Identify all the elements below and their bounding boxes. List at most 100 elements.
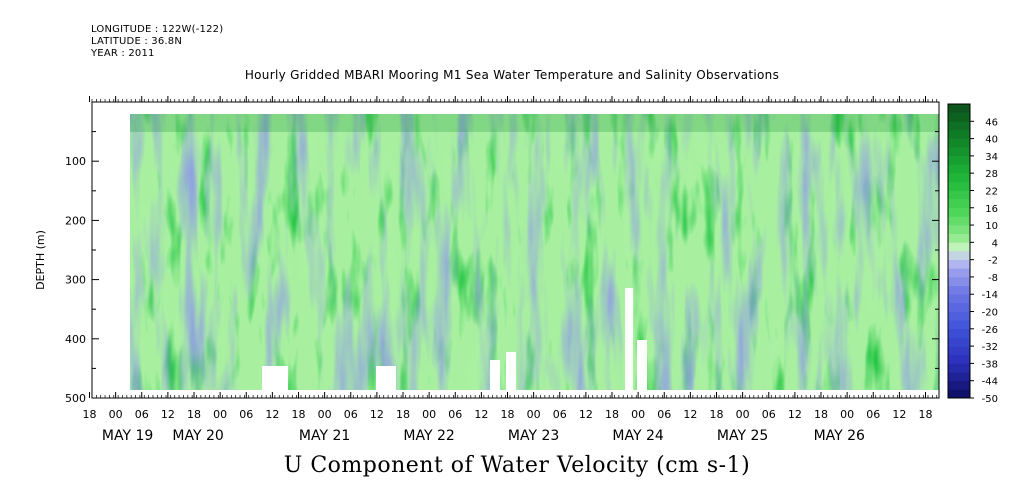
colorbar-step (948, 129, 970, 139)
x-hour-label: 06 (866, 408, 880, 421)
colorbar-label: -8 (988, 273, 998, 284)
colorbar-label: 46 (985, 117, 998, 128)
colorbar-step (948, 285, 970, 295)
x-hour-label: 00 (213, 408, 227, 421)
x-hour-label: 18 (710, 408, 724, 421)
colorbar: 46 40 34 28 22 16 10 4 -2 -8 -14 -20 -26 -32 -38 -44 -50 (947, 103, 998, 405)
x-date-label: MAY 25 (717, 428, 768, 444)
y-tick-labels: 100 200 300 400 500 DEPTH (m) (34, 155, 86, 405)
x-date-label: MAY 26 (814, 428, 865, 444)
colorbar-label: -14 (982, 290, 998, 301)
colorbar-label: 4 (992, 238, 998, 249)
y-tick-label: 200 (65, 214, 86, 227)
colorbar-step (948, 233, 970, 243)
colorbar-label: -38 (982, 359, 998, 370)
colorbar-step (948, 311, 970, 321)
colorbar-step (948, 320, 970, 330)
y-axis-label: DEPTH (m) (34, 230, 47, 290)
colorbar-label: 34 (985, 152, 998, 163)
field-pale-patches (130, 114, 939, 390)
colorbar-label: 10 (985, 221, 998, 232)
x-hour-label: 12 (370, 408, 384, 421)
longitude-label: LONGITUDE : 122W(-122) (91, 24, 224, 35)
colorbar-step (948, 259, 970, 269)
missing-data-gap (376, 366, 396, 390)
x-hour-label: 00 (318, 408, 332, 421)
colorbar-step (948, 112, 970, 122)
colorbar-step (948, 207, 970, 217)
x-hour-label: 00 (422, 408, 436, 421)
colorbar-step (948, 173, 970, 183)
velocity-field (130, 114, 939, 390)
x-hour-label: 12 (474, 408, 488, 421)
x-hour-label: 12 (788, 408, 802, 421)
colorbar-frame (947, 103, 971, 399)
x-hour-label: 18 (605, 408, 619, 421)
colorbar-step (948, 138, 970, 148)
colorbar-step (948, 380, 970, 390)
colorbar-step (948, 251, 970, 260)
colorbar-step (948, 104, 970, 113)
colorbar-label: -44 (982, 377, 998, 388)
y-tick-label: 300 (65, 274, 86, 287)
colorbar-step (948, 147, 970, 157)
colorbar-label: 28 (985, 169, 998, 180)
x-hour-label: 12 (161, 408, 175, 421)
x-hour-label: 18 (187, 408, 201, 421)
x-hour-label: 12 (683, 408, 697, 421)
x-hour-label: 06 (553, 408, 567, 421)
x-hour-label: 18 (501, 408, 515, 421)
x-hour-label: 06 (448, 408, 462, 421)
x-hour-label: 18 (292, 408, 306, 421)
colorbar-step (948, 302, 970, 312)
colorbar-step (948, 363, 970, 373)
x-hour-label: 00 (527, 408, 541, 421)
latitude-label: LATITUDE : 36.8N (91, 36, 183, 47)
colorbar-step (948, 328, 970, 338)
colorbar-step (948, 155, 970, 165)
plot-axes (89, 96, 940, 399)
colorbar-step (948, 164, 970, 174)
colorbar-step (948, 346, 970, 356)
colorbar-step (948, 268, 970, 278)
y-tick-label: 500 (65, 392, 86, 405)
colorbar-step (948, 216, 970, 226)
x-hour-label: 12 (265, 408, 279, 421)
x-hour-label: 00 (109, 408, 123, 421)
x-hour-label: 06 (135, 408, 149, 421)
x-hour-label: 06 (657, 408, 671, 421)
year-label: YEAR : 2011 (91, 48, 155, 59)
colorbar-step (948, 190, 970, 200)
x-axis-title: U Component of Water Velocity (cm s-1) (283, 453, 751, 478)
colorbar-step (948, 199, 970, 209)
x-date-label: MAY 19 (102, 428, 153, 444)
colorbar-step (948, 337, 970, 347)
x-hour-label: 18 (83, 408, 97, 421)
colorbar-step (948, 121, 970, 131)
x-date-label: MAY 24 (612, 428, 663, 444)
colorbar-step (948, 372, 970, 382)
missing-data-gap (262, 366, 288, 390)
colorbar-step (948, 276, 970, 286)
x-hour-label: 06 (239, 408, 253, 421)
missing-data-gap (637, 340, 647, 390)
missing-data-gap (625, 288, 633, 390)
colorbar-step (948, 389, 970, 399)
x-hour-label: 18 (814, 408, 828, 421)
x-date-label: MAY 23 (508, 428, 559, 444)
missing-data-gap (490, 360, 500, 390)
colorbar-label: -26 (982, 325, 998, 336)
field-surface-band (130, 114, 939, 132)
colorbar-label: -2 (988, 256, 998, 267)
colorbar-step (948, 354, 970, 364)
x-hour-label: 06 (762, 408, 776, 421)
x-tick-labels: 18 00 06 12 18 00 06 12 18 00 06 12 18 00 06 12 18 00 06 12… (83, 408, 933, 444)
x-hour-label: 18 (396, 408, 410, 421)
y-tick-label: 400 (65, 333, 86, 346)
x-hour-label: 18 (919, 408, 933, 421)
x-date-label: MAY 21 (299, 428, 350, 444)
y-tick-label: 100 (65, 155, 86, 168)
colorbar-label: -32 (982, 342, 998, 353)
x-hour-label: 12 (579, 408, 593, 421)
